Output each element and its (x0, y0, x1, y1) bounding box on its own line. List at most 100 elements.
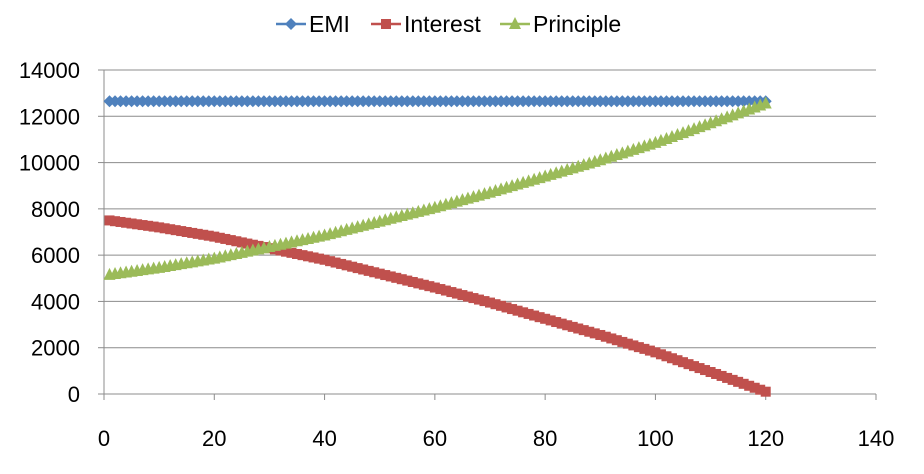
data-point (722, 372, 733, 383)
data-point (512, 305, 523, 316)
x-tick-label: 60 (423, 426, 447, 451)
legend-marker (285, 18, 297, 30)
legend-marker (381, 19, 391, 29)
x-tick-label: 0 (98, 426, 110, 451)
data-point (529, 310, 540, 321)
data-point (280, 246, 291, 257)
legend: EMI Interest Principle (276, 11, 621, 37)
data-point (132, 219, 143, 230)
data-point (330, 257, 341, 268)
data-point (143, 220, 154, 231)
x-tick-label: 80 (533, 426, 557, 451)
data-point (683, 359, 694, 370)
data-point (655, 349, 666, 360)
data-point (374, 268, 385, 279)
y-tick-label: 12000 (19, 104, 80, 129)
data-point (413, 278, 424, 289)
data-point (336, 258, 347, 269)
data-point (242, 238, 253, 249)
data-point (523, 308, 534, 319)
data-point (159, 223, 170, 234)
data-point (606, 333, 617, 344)
data-point (711, 368, 722, 379)
y-tick-label: 4000 (31, 289, 80, 314)
data-point (137, 220, 148, 231)
data-point (319, 254, 330, 265)
data-point (440, 285, 451, 296)
data-point (733, 376, 744, 387)
series-interest (104, 215, 771, 397)
data-point (672, 355, 683, 366)
data-point (352, 263, 363, 274)
data-point (661, 351, 672, 362)
data-point (325, 256, 336, 267)
data-point (518, 307, 529, 318)
legend-item-interest: Interest (371, 11, 481, 37)
legend-item-emi: EMI (276, 11, 350, 37)
data-point (545, 315, 556, 326)
data-point (490, 299, 501, 310)
data-point (181, 227, 192, 237)
y-tick-label: 14000 (19, 58, 80, 83)
data-point (380, 270, 391, 281)
data-point (446, 287, 457, 298)
series-line (109, 102, 767, 276)
data-point (727, 374, 738, 385)
data-point (611, 335, 622, 346)
data-point (170, 225, 181, 236)
data-point (584, 326, 595, 337)
data-point (104, 215, 115, 226)
data-point (644, 345, 655, 356)
x-tick-label: 100 (637, 426, 674, 451)
y-tick-label: 2000 (31, 336, 80, 361)
data-point (192, 228, 203, 239)
data-point (600, 331, 611, 342)
data-point (578, 325, 589, 336)
data-point (209, 231, 220, 242)
data-point (628, 340, 639, 351)
data-point (540, 313, 551, 324)
data-point (429, 282, 440, 293)
x-tick-label: 120 (747, 426, 784, 451)
data-point (759, 96, 772, 109)
data-point (165, 224, 176, 235)
data-point (225, 235, 236, 246)
data-point (562, 320, 573, 331)
data-point (347, 261, 358, 272)
data-point (457, 290, 468, 301)
data-point (666, 353, 677, 364)
data-point (358, 264, 369, 275)
data-point (678, 357, 688, 368)
y-tick-label: 0 (68, 382, 80, 407)
data-point (595, 329, 606, 340)
data-point (236, 237, 247, 248)
data-point (308, 252, 319, 263)
data-point (650, 347, 661, 358)
series-emi (103, 95, 772, 108)
data-point (396, 274, 407, 285)
data-point (749, 382, 760, 393)
data-point (501, 302, 512, 313)
data-point (589, 328, 600, 339)
data-point (363, 265, 374, 276)
data-point (716, 370, 727, 381)
data-point (462, 291, 473, 302)
data-point (110, 216, 121, 227)
data-point (314, 253, 325, 264)
data-point (424, 281, 435, 292)
series-principle (103, 96, 772, 280)
data-point (567, 321, 578, 332)
data-point (418, 279, 429, 290)
data-point (694, 363, 705, 374)
y-tick-label: 8000 (31, 197, 80, 222)
data-point (121, 217, 132, 228)
data-point (369, 267, 380, 278)
data-point (496, 300, 507, 311)
data-point (479, 296, 490, 307)
y-tick-label: 6000 (31, 243, 80, 268)
data-point (292, 248, 302, 259)
legend-label: Principle (533, 11, 621, 37)
legend-marker (509, 17, 521, 29)
legend-label: Interest (404, 11, 481, 37)
